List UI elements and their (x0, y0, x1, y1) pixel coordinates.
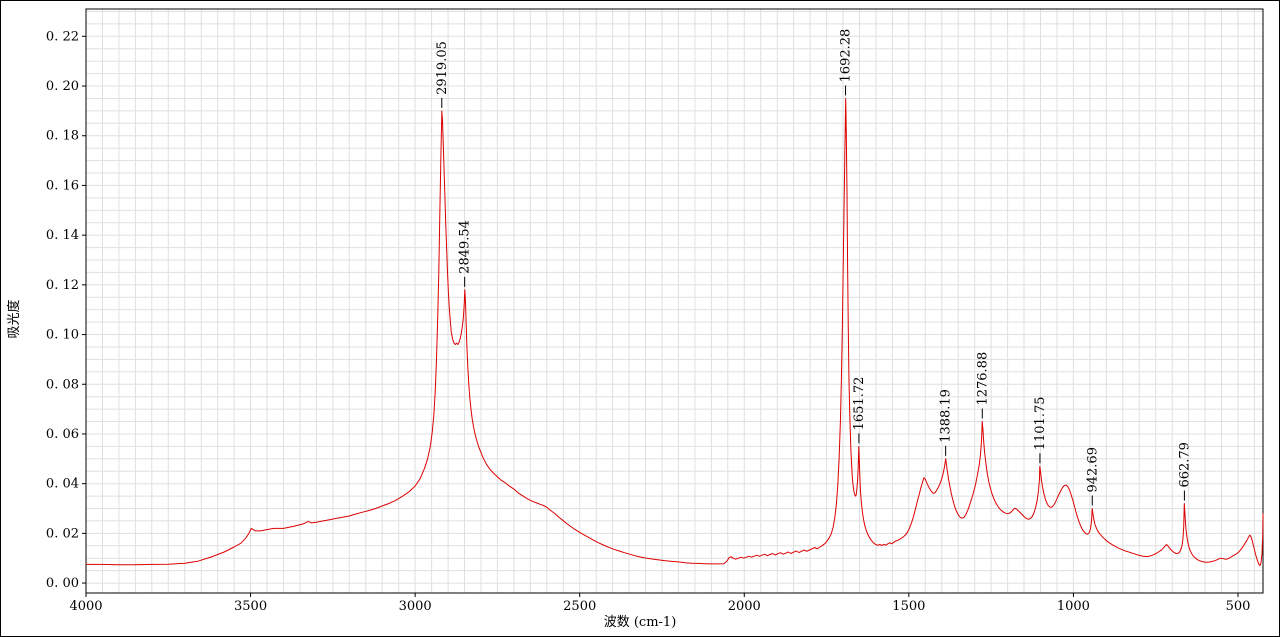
peak-label: 662.79 (1177, 442, 1192, 488)
peak-label: 1101.75 (1033, 396, 1048, 450)
x-tick-label: 1000 (1057, 599, 1090, 614)
peak-label: 942.69 (1085, 447, 1100, 493)
y-tick-label: 0. 06 (46, 427, 79, 442)
y-tick-label: 0. 10 (46, 328, 79, 343)
axis-ticks: 4000 3500 3000 2500 2000 1500 1000 500 0. 00 0. 0… (46, 29, 1250, 614)
y-tick-label: 0. 16 (46, 178, 79, 193)
x-tick-label: 3500 (234, 599, 267, 614)
x-tick-label: 1500 (892, 599, 925, 614)
peak-label: 1651.72 (852, 377, 867, 431)
x-tick-label: 2000 (728, 599, 761, 614)
y-tick-label: 0. 20 (46, 79, 79, 94)
peak-label: 2849.54 (458, 220, 473, 274)
spectrum-curve (86, 98, 1264, 567)
x-tick-label: 3000 (399, 599, 432, 614)
y-tick-label: 0. 08 (46, 377, 79, 392)
y-tick-label: 0. 18 (46, 129, 79, 144)
peak-label: 1388.19 (939, 389, 954, 443)
x-tick-label: 500 (1226, 599, 1251, 614)
y-tick-label: 0. 22 (46, 29, 79, 44)
plot-frame (85, 8, 1264, 594)
peak-label: 1276.88 (975, 352, 990, 406)
y-tick-label: 0. 00 (46, 576, 79, 591)
peak-annotations: 2919.05 2849.54 1692.28 1651.72 1388.19 1276.… (435, 29, 1192, 506)
x-tick-label: 4000 (69, 599, 102, 614)
x-tick-label: 2500 (563, 599, 596, 614)
y-tick-label: 0. 04 (46, 477, 79, 492)
y-tick-label: 0. 14 (46, 228, 79, 243)
y-tick-label: 0. 12 (46, 278, 79, 293)
peak-label: 2919.05 (435, 41, 450, 95)
grid (86, 9, 1263, 593)
peak-label: 1692.28 (839, 29, 854, 83)
y-tick-label: 0. 02 (46, 526, 79, 541)
